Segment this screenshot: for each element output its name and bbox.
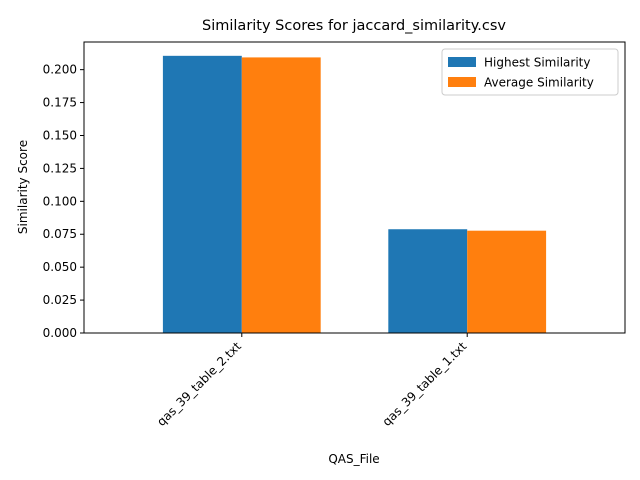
y-tick-label: 0.150 [43, 128, 77, 142]
bar-highest-1 [162, 55, 242, 333]
legend-swatch [448, 77, 476, 87]
y-tick-label: 0.025 [43, 293, 77, 307]
y-tick-label: 0.125 [43, 161, 77, 175]
bars-group [162, 55, 547, 333]
y-tick-label: 0.075 [43, 227, 77, 241]
x-axis: qas_39_table_2.txt qas_39_table_1.txt [154, 333, 470, 429]
y-tick-label: 0.050 [43, 260, 77, 274]
y-tick-label: 0.175 [43, 96, 77, 110]
legend: Highest Similarity Average Similarity [441, 48, 619, 96]
bar-highest-2 [388, 229, 468, 333]
x-tick-label: qas_39_table_1.txt [380, 339, 470, 429]
y-axis-label: Similarity Score [16, 140, 30, 234]
y-tick-label: 0.200 [43, 63, 77, 77]
y-axis: 0.000 0.025 0.050 0.075 0.100 0.125 0.150 0.175… [43, 63, 84, 340]
x-axis-label: QAS_File [328, 452, 379, 466]
legend-label: Highest Similarity [484, 56, 590, 70]
y-tick-label: 0.000 [43, 326, 77, 340]
x-tick-label: qas_39_table_2.txt [154, 339, 244, 429]
chart-title: Similarity Scores for jaccard_similarity… [202, 18, 506, 34]
plot-frame [83, 41, 626, 334]
y-tick-label: 0.100 [43, 194, 77, 208]
legend-label: Average Similarity [484, 76, 594, 90]
bar-average-1 [241, 57, 321, 333]
legend-box [441, 48, 619, 96]
bar-average-2 [467, 230, 547, 333]
legend-swatch [448, 57, 476, 67]
